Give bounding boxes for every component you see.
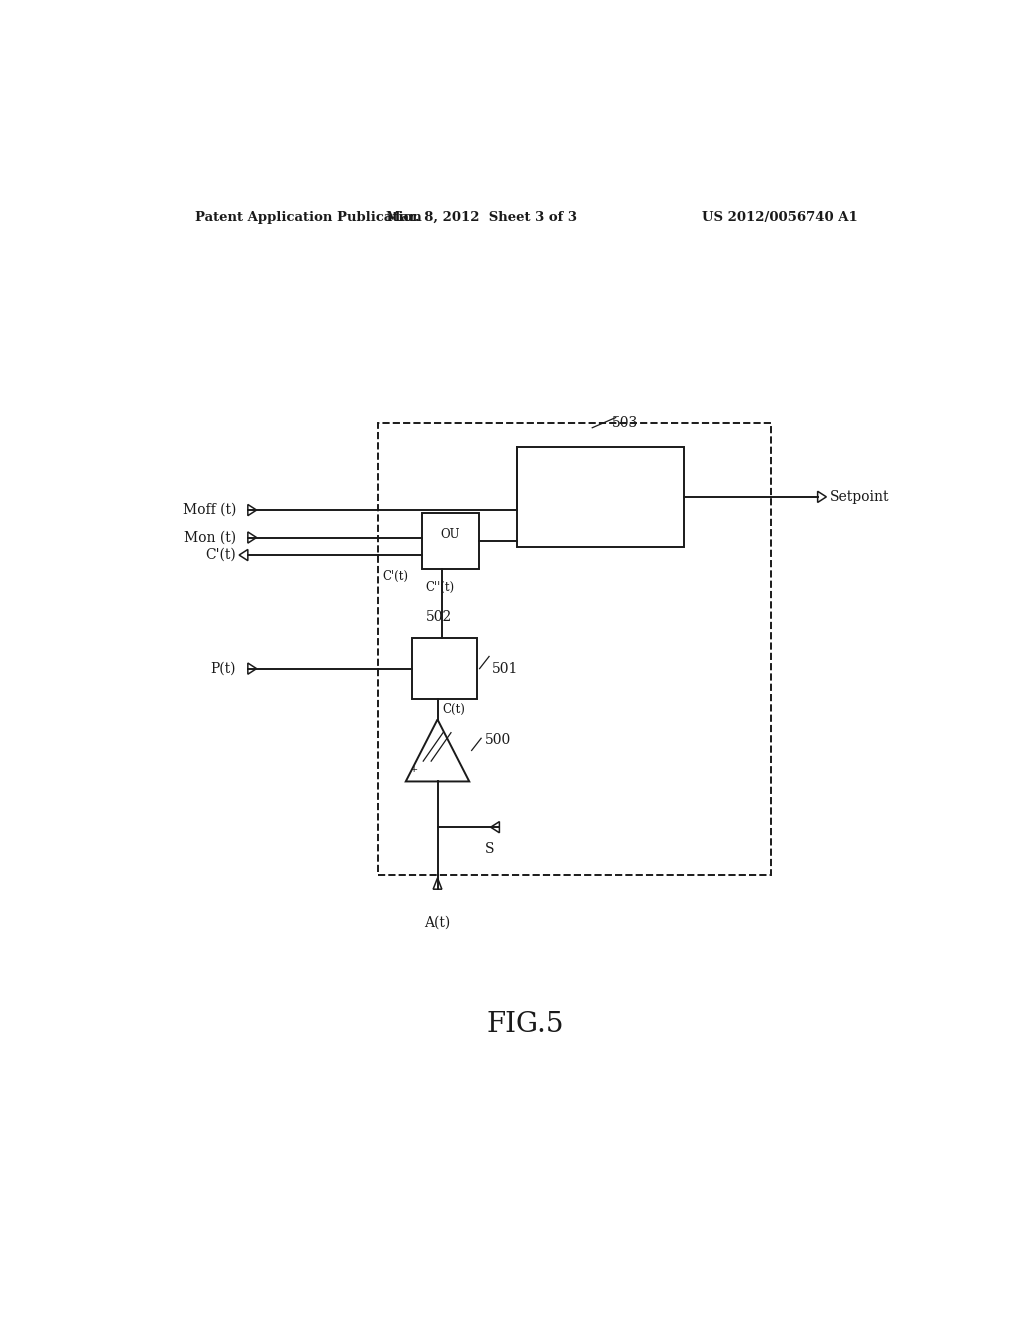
Text: C'(t): C'(t) [205, 548, 236, 562]
Text: C'(t): C'(t) [382, 570, 408, 583]
Text: Patent Application Publication: Patent Application Publication [196, 211, 422, 224]
Text: Moff (t): Moff (t) [182, 503, 236, 517]
Text: S: S [485, 842, 495, 857]
Text: Mar. 8, 2012  Sheet 3 of 3: Mar. 8, 2012 Sheet 3 of 3 [386, 211, 577, 224]
Text: 500: 500 [485, 734, 511, 747]
Text: Setpoint: Setpoint [830, 490, 890, 504]
Bar [412, 638, 477, 700]
Text: OU: OU [440, 528, 460, 541]
Text: C''(t): C''(t) [426, 581, 455, 594]
Text: Mon (t): Mon (t) [183, 531, 236, 545]
Text: 503: 503 [612, 416, 638, 430]
Bar [422, 513, 479, 569]
Text: 501: 501 [492, 661, 518, 676]
Text: A(t): A(t) [424, 916, 451, 929]
Text: P(t): P(t) [210, 661, 236, 676]
Text: 502: 502 [426, 610, 452, 623]
Bar [378, 422, 771, 875]
Text: FIG.5: FIG.5 [486, 1011, 563, 1038]
Text: C(t): C(t) [442, 702, 465, 715]
Text: +: + [410, 764, 418, 774]
Bar [517, 447, 684, 546]
Text: US 2012/0056740 A1: US 2012/0056740 A1 [702, 211, 858, 224]
